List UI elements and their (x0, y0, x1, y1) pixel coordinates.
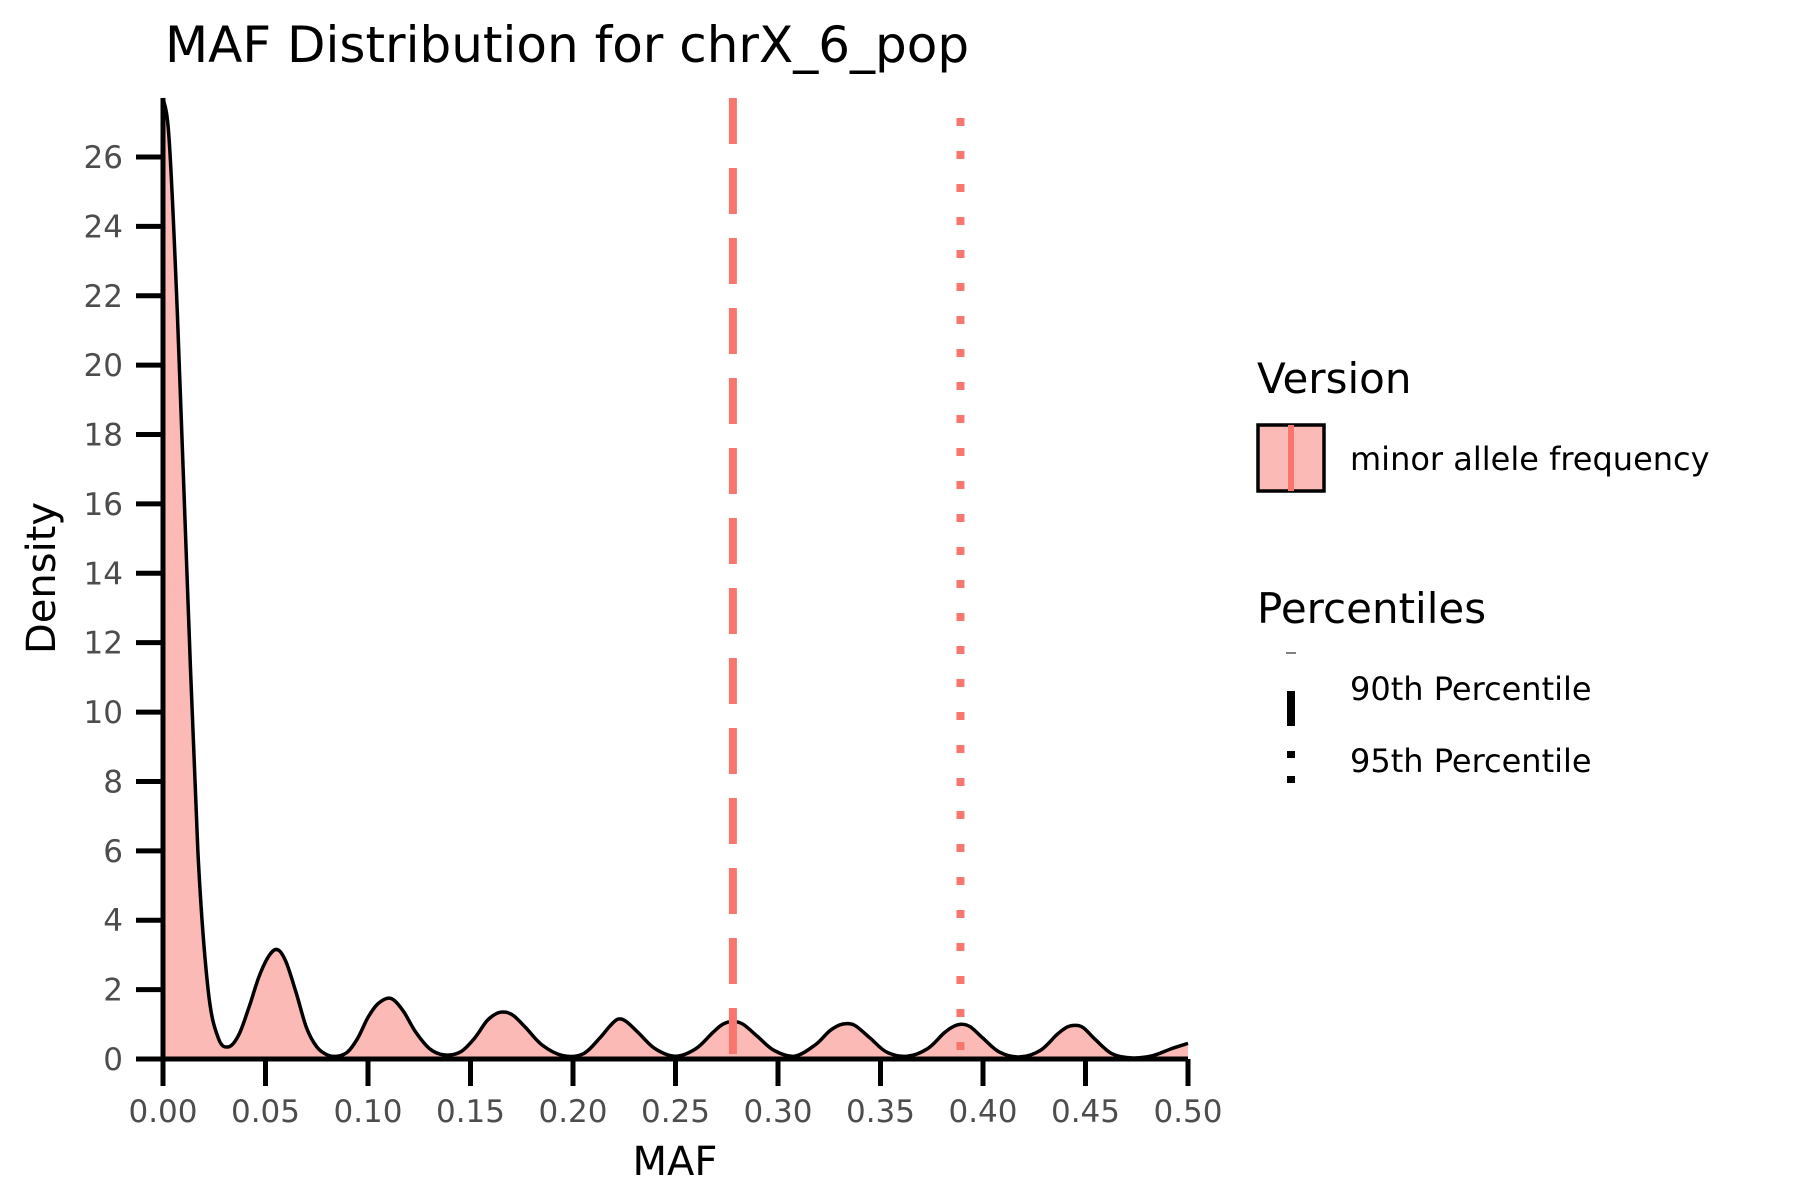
density-area (163, 98, 1188, 1059)
y-tick-label: 14 (84, 556, 123, 592)
chart-title: MAF Distribution for chrX_6_pop (165, 16, 969, 74)
legend-title-percentiles: Percentiles (1257, 584, 1486, 633)
x-tick-label: 0.25 (641, 1094, 710, 1130)
x-tick-label: 0.00 (128, 1094, 197, 1130)
x-tick-label: 0.50 (1153, 1094, 1222, 1130)
legend-title-version: Version (1257, 354, 1411, 403)
y-tick-label: 8 (103, 764, 123, 800)
x-tick-label: 0.45 (1051, 1094, 1120, 1130)
y-tick-label: 26 (84, 140, 123, 176)
percentile-lines (728, 98, 965, 1059)
x-tick-label: 0.40 (948, 1094, 1017, 1130)
y-axis-title: Density (19, 502, 65, 654)
y-tick-label: 10 (84, 695, 123, 731)
y-tick-label: 6 (103, 834, 123, 870)
legend: Version minor allele frequency Percentil… (1256, 354, 1710, 796)
x-axis: 0.00 0.05 0.10 0.15 0.20 0.25 0.30 0.35 0.40 0.45… (128, 1056, 1223, 1130)
legend-item-90th: 90th Percentile (1350, 670, 1592, 708)
legend-item-95th: 95th Percentile (1350, 742, 1592, 780)
x-tick-label: 0.30 (743, 1094, 812, 1130)
x-tick-label: 0.15 (436, 1094, 505, 1130)
y-tick-label: 18 (84, 418, 123, 454)
y-tick-label: 4 (103, 903, 123, 939)
y-tick-label: 12 (84, 626, 123, 662)
x-tick-label: 0.05 (231, 1094, 300, 1130)
x-tick-label: 0.20 (538, 1094, 607, 1130)
y-tick-label: 24 (84, 209, 123, 245)
density-curve (161, 97, 1189, 1060)
y-tick-label: 16 (84, 487, 123, 523)
y-tick-label: 0 (103, 1042, 123, 1078)
x-tick-label: 0.10 (333, 1094, 402, 1130)
legend-item-version: minor allele frequency (1350, 440, 1710, 478)
x-tick-label: 0.35 (846, 1094, 915, 1130)
y-tick-label: 2 (103, 973, 123, 1009)
y-tick-label: 20 (84, 348, 123, 384)
y-tick-label: 22 (84, 279, 123, 315)
x-axis-title: MAF (633, 1139, 718, 1185)
plot-area (161, 97, 1189, 1060)
